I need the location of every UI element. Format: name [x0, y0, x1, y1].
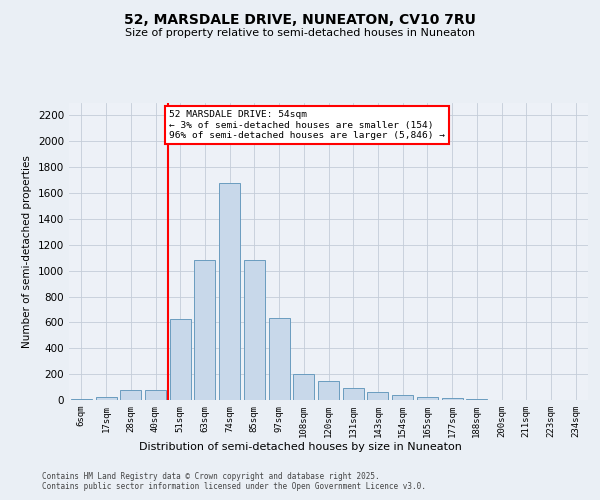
Bar	[170, 318, 191, 400]
Text: Contains HM Land Registry data © Crown copyright and database right 2025.: Contains HM Land Registry data © Crown c…	[42, 472, 380, 481]
Bar	[392, 395, 413, 400]
Bar	[95, 397, 116, 400]
Text: Distribution of semi-detached houses by size in Nuneaton: Distribution of semi-detached houses by …	[139, 442, 461, 452]
Bar	[71, 399, 92, 400]
Bar	[417, 397, 438, 400]
Text: Size of property relative to semi-detached houses in Nuneaton: Size of property relative to semi-detach…	[125, 28, 475, 38]
Text: 52, MARSDALE DRIVE, NUNEATON, CV10 7RU: 52, MARSDALE DRIVE, NUNEATON, CV10 7RU	[124, 12, 476, 26]
Bar	[293, 374, 314, 400]
Bar	[219, 182, 240, 400]
Bar	[244, 260, 265, 400]
Bar	[269, 318, 290, 400]
Bar	[120, 390, 141, 400]
Bar	[466, 399, 487, 400]
Bar	[145, 390, 166, 400]
Text: Contains public sector information licensed under the Open Government Licence v3: Contains public sector information licen…	[42, 482, 426, 491]
Y-axis label: Number of semi-detached properties: Number of semi-detached properties	[22, 155, 32, 348]
Bar	[343, 388, 364, 400]
Text: 52 MARSDALE DRIVE: 54sqm
← 3% of semi-detached houses are smaller (154)
96% of s: 52 MARSDALE DRIVE: 54sqm ← 3% of semi-de…	[169, 110, 445, 140]
Bar	[367, 392, 388, 400]
Bar	[442, 398, 463, 400]
Bar	[194, 260, 215, 400]
Bar	[318, 380, 339, 400]
